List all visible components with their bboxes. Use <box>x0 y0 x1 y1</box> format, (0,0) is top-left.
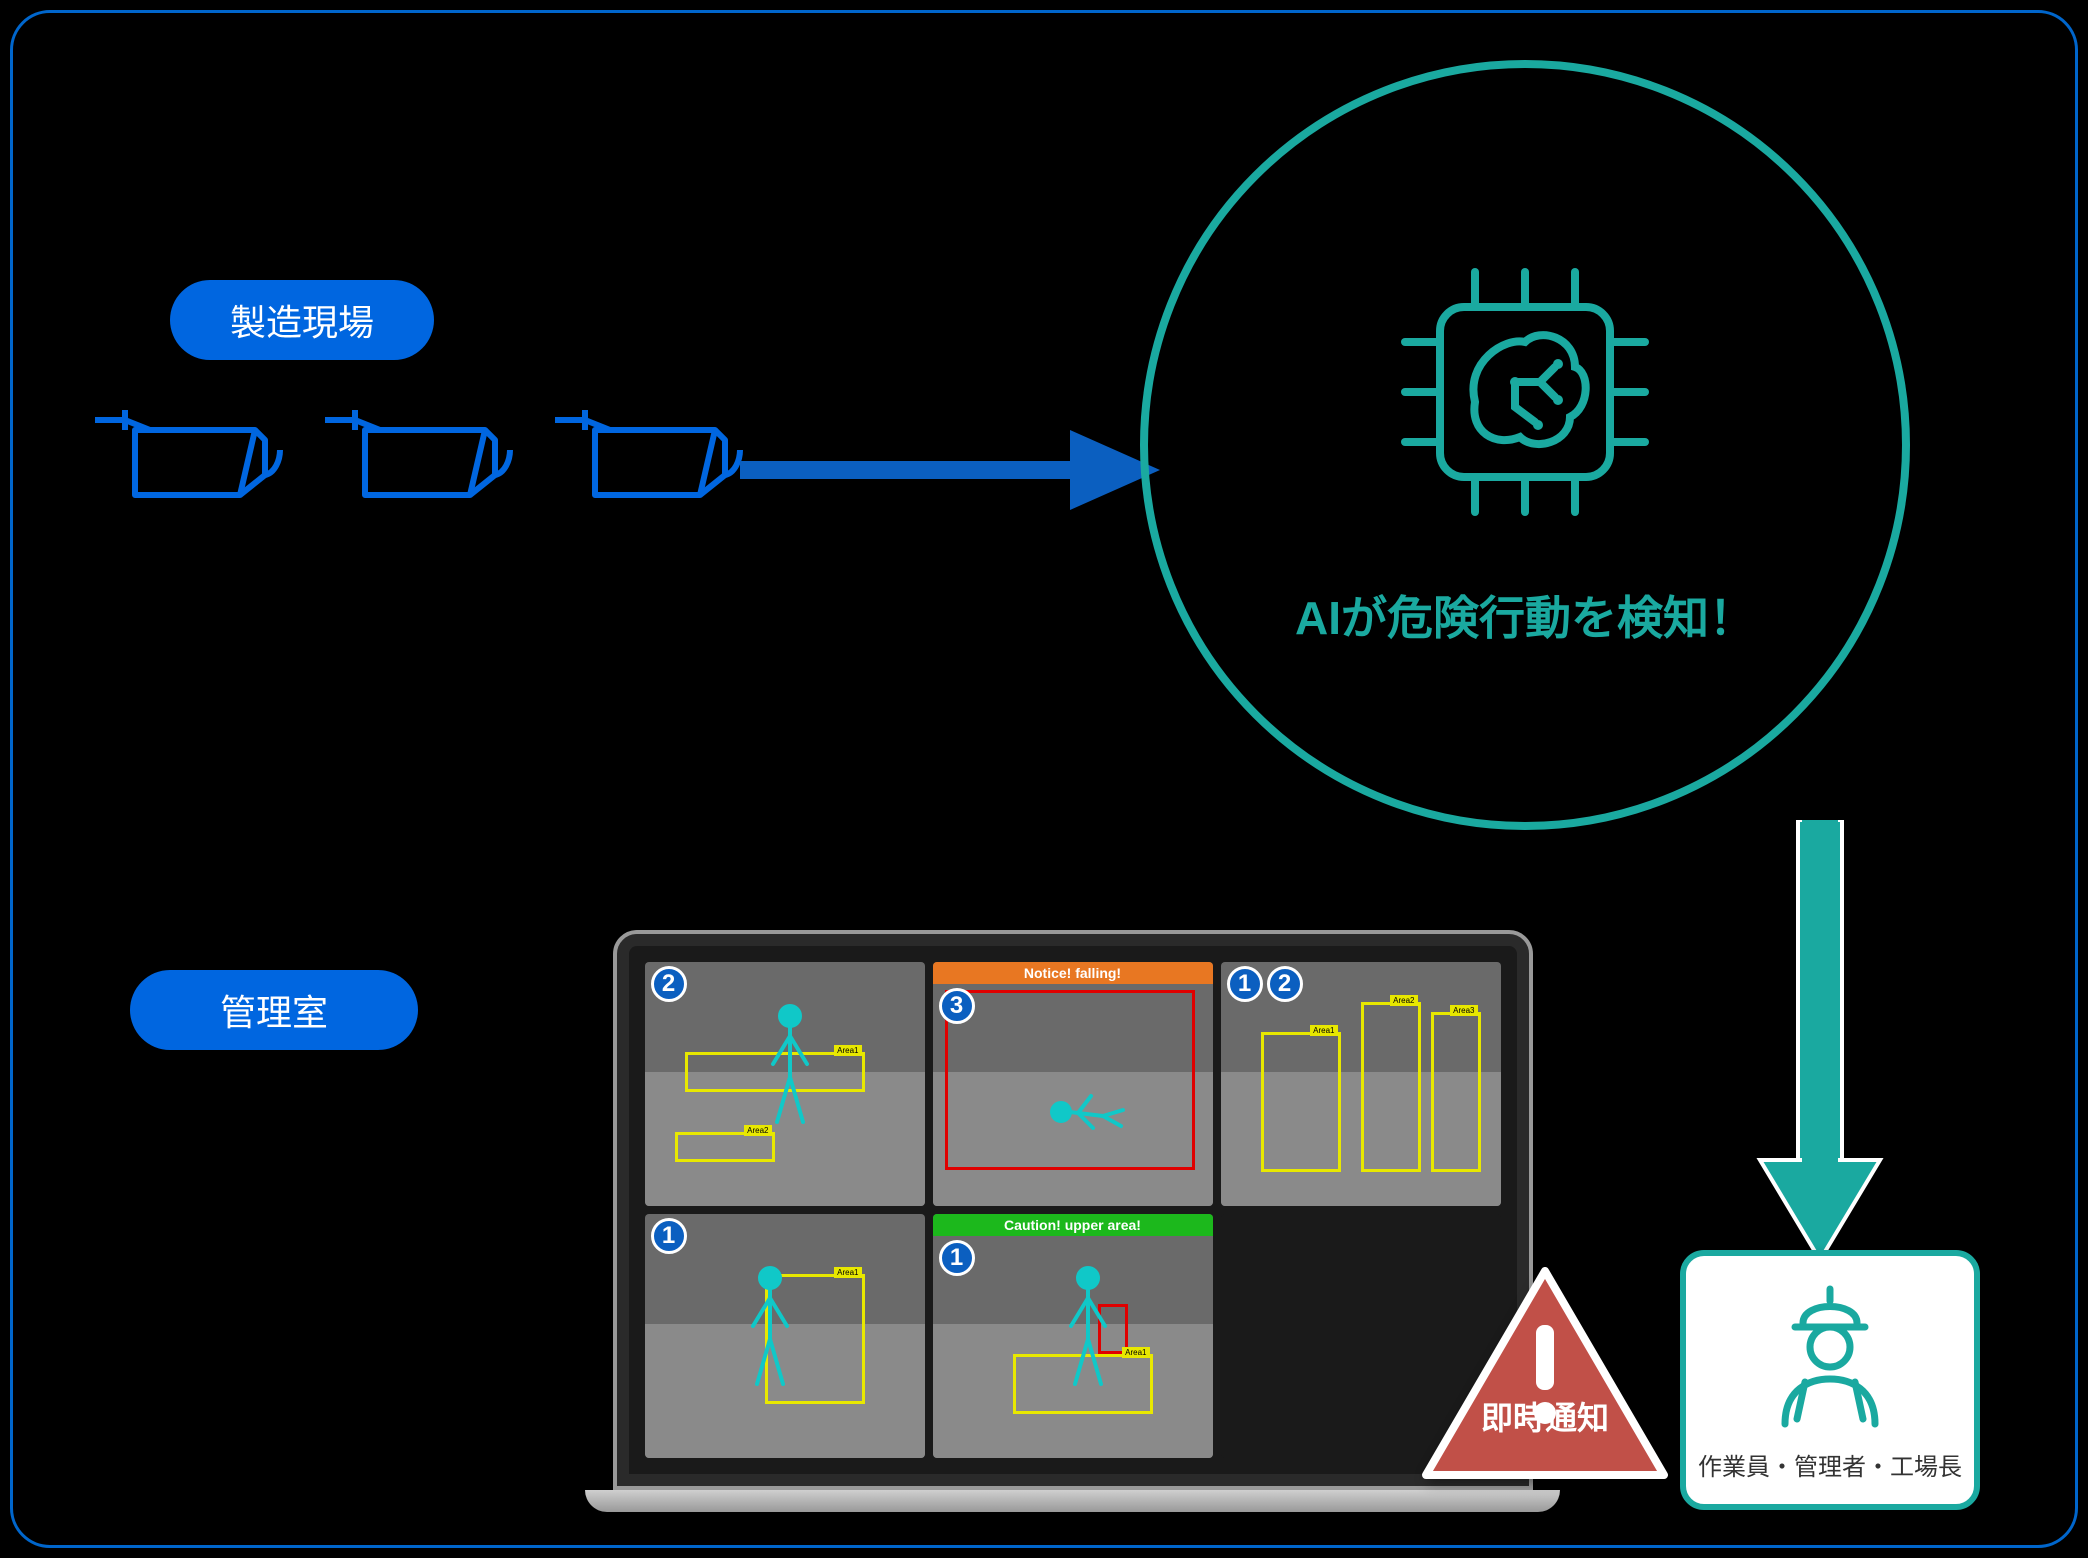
laptop-base <box>585 1490 1560 1512</box>
zone-label: Area3 <box>1450 1005 1477 1016</box>
person-skeleton-icon <box>765 1002 815 1137</box>
feed-number-badge: 1 <box>1227 966 1263 1002</box>
zone-label: Area2 <box>1390 995 1417 1006</box>
feed-number-badge: 2 <box>651 966 687 1002</box>
camera-feed-cell: Area1 1 <box>645 1214 925 1458</box>
security-camera-icon <box>550 400 750 520</box>
detection-zone: Area3 <box>1431 1012 1481 1172</box>
camera-feed-cell: Area1 Area2 2 <box>645 962 925 1206</box>
camera-feed-cell: Area1Area2Area312 <box>1221 962 1501 1206</box>
security-camera-icon <box>320 400 520 520</box>
laptop-screen: Area1 Area2 2 Notice! falling! 3 Area1 Area2… <box>613 930 1533 1490</box>
security-camera-icon <box>90 400 290 520</box>
ai-chip-brain-icon <box>1375 242 1675 542</box>
notify-recipients-card: 作業員・管理者・工場長 <box>1680 1250 1980 1510</box>
detection-zone: Area1 <box>1261 1032 1341 1172</box>
feed-number-badge: 1 <box>939 1240 975 1276</box>
person-skeleton-icon <box>1043 1082 1133 1137</box>
feed-badge-row: 12 <box>1227 966 1303 1002</box>
label-control-room: 管理室 <box>130 970 418 1050</box>
laptop-monitor: Area1 Area2 2 Notice! falling! 3 Area1 Area2… <box>585 930 1560 1530</box>
feed-badge-row: 3 <box>939 988 975 1024</box>
feed-alert-banner: Notice! falling! <box>933 962 1213 984</box>
ai-caption: AIが危険行動を検知！ <box>1295 582 1755 648</box>
camera-feed-cell: Notice! falling! 3 <box>933 962 1213 1206</box>
feed-badge-row: 1 <box>939 1240 975 1276</box>
camera-feed-cell: Caution! upper area! Area1 1 <box>933 1214 1213 1458</box>
label-manufacturing-site: 製造現場 <box>170 280 434 360</box>
detection-zone: Area2 <box>1361 1002 1421 1172</box>
feed-badge-row: 1 <box>651 1218 687 1254</box>
arrow-cameras-to-ai <box>740 420 1160 520</box>
feed-number-badge: 1 <box>651 1218 687 1254</box>
feed-alert-banner: Caution! upper area! <box>933 1214 1213 1236</box>
zone-label: Area1 <box>834 1267 861 1278</box>
person-skeleton-icon <box>745 1264 795 1399</box>
arrow-ai-to-notify <box>1740 820 1900 1270</box>
alert-label: 即時通知 <box>1420 1393 1670 1439</box>
zone-label: Area1 <box>1310 1025 1337 1036</box>
zone-label: Area1 <box>834 1045 861 1056</box>
camera-cluster <box>90 400 750 520</box>
detection-bbox <box>945 990 1195 1170</box>
person-skeleton-icon <box>1063 1264 1113 1399</box>
camera-feed-grid: Area1 Area2 2 Notice! falling! 3 Area1 Area2… <box>645 962 1501 1458</box>
feed-badge-row: 2 <box>651 966 687 1002</box>
notify-caption: 作業員・管理者・工場長 <box>1698 1447 1962 1482</box>
zone-label: Area1 <box>1122 1347 1149 1358</box>
worker-person-icon <box>1755 1279 1905 1429</box>
alert-triangle: 即時通知 <box>1420 1265 1670 1490</box>
feed-number-badge: 2 <box>1267 966 1303 1002</box>
ai-detection-circle: AIが危険行動を検知！ <box>1140 60 1910 830</box>
feed-number-badge: 3 <box>939 988 975 1024</box>
detection-zone: Area2 <box>675 1132 775 1162</box>
